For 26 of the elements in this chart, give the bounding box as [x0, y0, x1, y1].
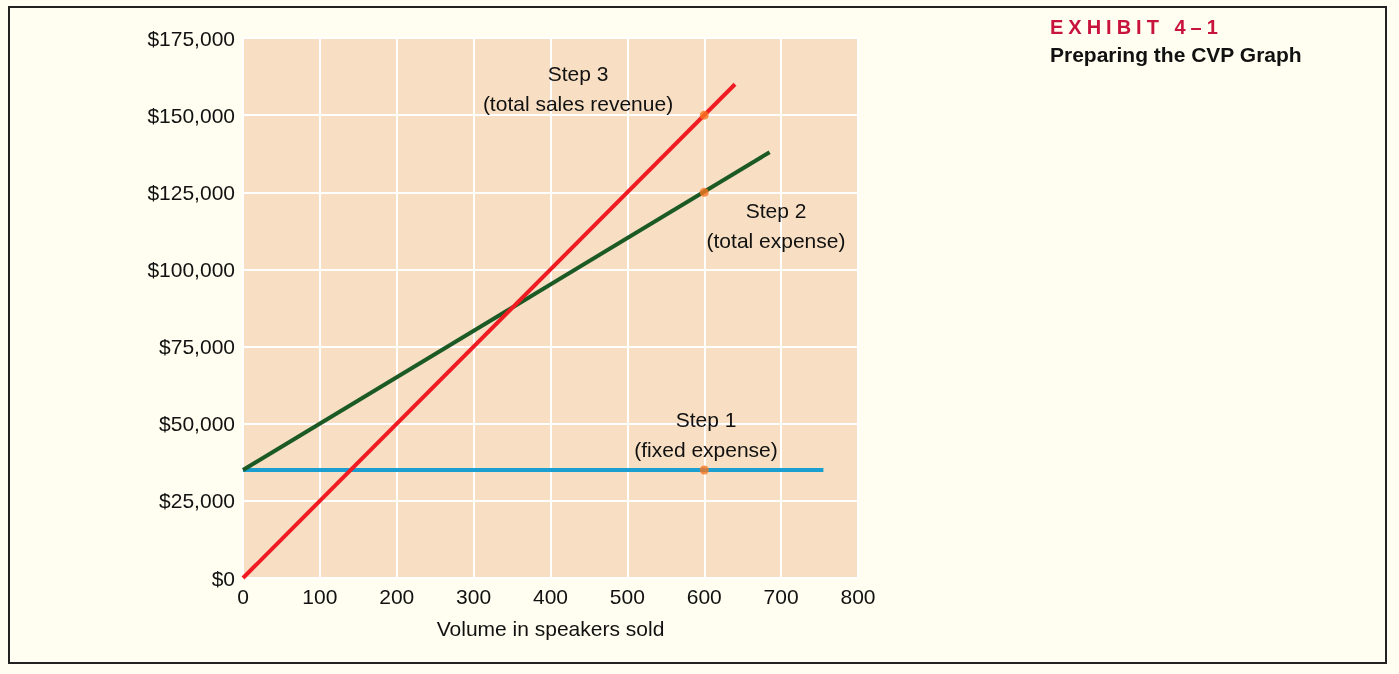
annotation: Step 3 (total sales revenue) [482, 61, 674, 115]
y-tick-label: $100,000 [147, 257, 235, 281]
y-tick-label: $0 [211, 566, 235, 590]
text: EXHIBIT 4–1 [1050, 16, 1224, 39]
x-tick-label: 400 [532, 585, 569, 608]
x-tick-label: 700 [763, 585, 799, 608]
annotation: Step 1 (fixed expense) [634, 407, 778, 461]
point [699, 110, 709, 120]
x-axis-title: Volume in speakers sold [436, 617, 665, 640]
x-tick-label: 100 [302, 585, 338, 608]
y-tick-label: $150,000 [147, 103, 235, 127]
point [699, 187, 709, 197]
text: Preparing the CVP Graph [1050, 43, 1302, 67]
x-tick-label: 800 [840, 585, 876, 608]
x-tick-label: 600 [686, 585, 722, 608]
y-tick-label: $25,000 [159, 489, 235, 513]
annotation: Step 2 (total expense) [706, 198, 846, 252]
y-tick-label: $75,000 [159, 335, 235, 359]
x-tick-label: 300 [456, 585, 492, 608]
point [699, 465, 709, 475]
x-tick-label: 200 [379, 585, 415, 608]
x-tick-label: 500 [609, 585, 645, 608]
y-tick-label: $125,000 [147, 180, 235, 204]
x-tick-label: 0 [237, 585, 249, 608]
y-tick-label: $175,000 [147, 26, 235, 50]
y-tick-label: $50,000 [159, 412, 235, 436]
